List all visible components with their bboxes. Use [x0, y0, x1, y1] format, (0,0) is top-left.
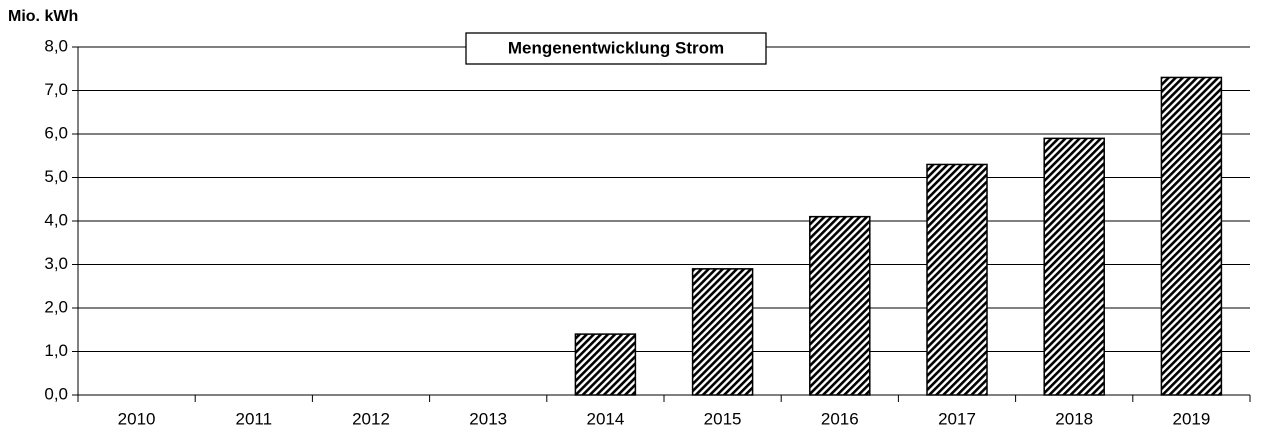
- bar: [1160, 76, 1223, 396]
- y-axis-label: Mio. kWh: [8, 8, 78, 25]
- bar: [926, 163, 988, 396]
- x-tick-label: 2010: [118, 409, 156, 428]
- title-box: [465, 32, 767, 65]
- y-tick-label: 6,0: [44, 123, 68, 142]
- y-tick-label: 3,0: [44, 254, 68, 273]
- bar: [809, 215, 871, 396]
- x-tick-label: 2014: [586, 409, 624, 428]
- x-tick-label: 2017: [938, 409, 976, 428]
- x-tick-label: 2012: [352, 409, 390, 428]
- y-tick-label: 7,0: [44, 80, 68, 99]
- y-tick-label: 5,0: [44, 167, 68, 186]
- x-tick-label: 2016: [821, 409, 859, 428]
- chart-title: Mengenentwicklung Strom: [508, 38, 724, 57]
- bar: [691, 268, 754, 396]
- bar: [574, 333, 637, 396]
- y-tick-label: 2,0: [44, 297, 68, 316]
- x-tick-label: 2015: [704, 409, 742, 428]
- x-tick-label: 2018: [1055, 409, 1093, 428]
- bar: [1043, 137, 1105, 396]
- y-tick-label: 0,0: [44, 384, 68, 403]
- x-tick-label: 2019: [1172, 409, 1210, 428]
- x-tick-label: 2011: [236, 409, 273, 428]
- y-tick-label: 8,0: [44, 36, 68, 55]
- y-tick-label: 1,0: [44, 341, 68, 360]
- x-tick-label: 2013: [469, 409, 507, 428]
- y-tick-label: 4,0: [44, 210, 68, 229]
